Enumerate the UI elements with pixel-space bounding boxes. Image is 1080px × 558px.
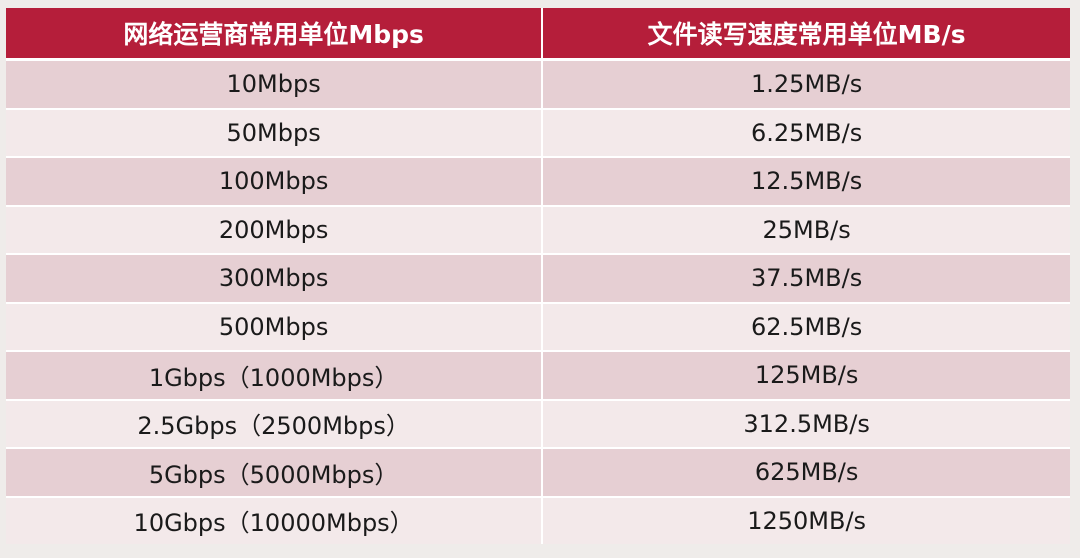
table-row: 2.5Gbps（2500Mbps） 312.5MB/s: [6, 398, 1070, 448]
table-row: 100Mbps 12.5MB/s: [6, 156, 1070, 206]
cell-mbps: 200Mbps: [6, 204, 544, 254]
cell-mbps: 10Mbps: [6, 58, 544, 109]
cell-mbps: 2.5Gbps（2500Mbps）: [6, 398, 544, 448]
cell-mbps: 50Mbps: [6, 107, 544, 157]
cell-mbps: 500Mbps: [6, 301, 544, 351]
cell-mb-per-s: 37.5MB/s: [542, 253, 1070, 303]
bandwidth-conversion-table: 网络运营商常用单位Mbps 文件读写速度常用单位MB/s 10Mbps 1.25…: [6, 8, 1070, 544]
header-network-unit: 网络运营商常用单位Mbps: [6, 8, 544, 61]
table-row: 1Gbps（1000Mbps） 125MB/s: [6, 350, 1070, 400]
cell-mb-per-s: 312.5MB/s: [542, 398, 1070, 448]
table-row: 500Mbps 62.5MB/s: [6, 301, 1070, 351]
table-row: 50Mbps 6.25MB/s: [6, 107, 1070, 157]
table-row: 10Mbps 1.25MB/s: [6, 58, 1070, 109]
table-row: 5Gbps（5000Mbps） 625MB/s: [6, 447, 1070, 497]
cell-mbps: 300Mbps: [6, 253, 544, 303]
cell-mb-per-s: 6.25MB/s: [542, 107, 1070, 157]
cell-mb-per-s: 1.25MB/s: [542, 58, 1070, 109]
cell-mb-per-s: 125MB/s: [542, 350, 1070, 400]
cell-mb-per-s: 12.5MB/s: [542, 156, 1070, 206]
cell-mb-per-s: 62.5MB/s: [542, 301, 1070, 351]
cell-mb-per-s: 1250MB/s: [542, 495, 1070, 544]
cell-mbps: 100Mbps: [6, 156, 544, 206]
cell-mbps: 10Gbps（10000Mbps）: [6, 495, 544, 544]
cell-mbps: 1Gbps（1000Mbps）: [6, 350, 544, 400]
cell-mb-per-s: 625MB/s: [542, 447, 1070, 497]
table-header-row: 网络运营商常用单位Mbps 文件读写速度常用单位MB/s: [6, 8, 1070, 61]
table-row: 10Gbps（10000Mbps） 1250MB/s: [6, 495, 1070, 544]
table-row: 300Mbps 37.5MB/s: [6, 253, 1070, 303]
header-file-speed-unit: 文件读写速度常用单位MB/s: [542, 8, 1070, 61]
cell-mbps: 5Gbps（5000Mbps）: [6, 447, 544, 497]
cell-mb-per-s: 25MB/s: [542, 204, 1070, 254]
table-row: 200Mbps 25MB/s: [6, 204, 1070, 254]
conversion-table-container: 网络运营商常用单位Mbps 文件读写速度常用单位MB/s 10Mbps 1.25…: [6, 8, 1070, 544]
